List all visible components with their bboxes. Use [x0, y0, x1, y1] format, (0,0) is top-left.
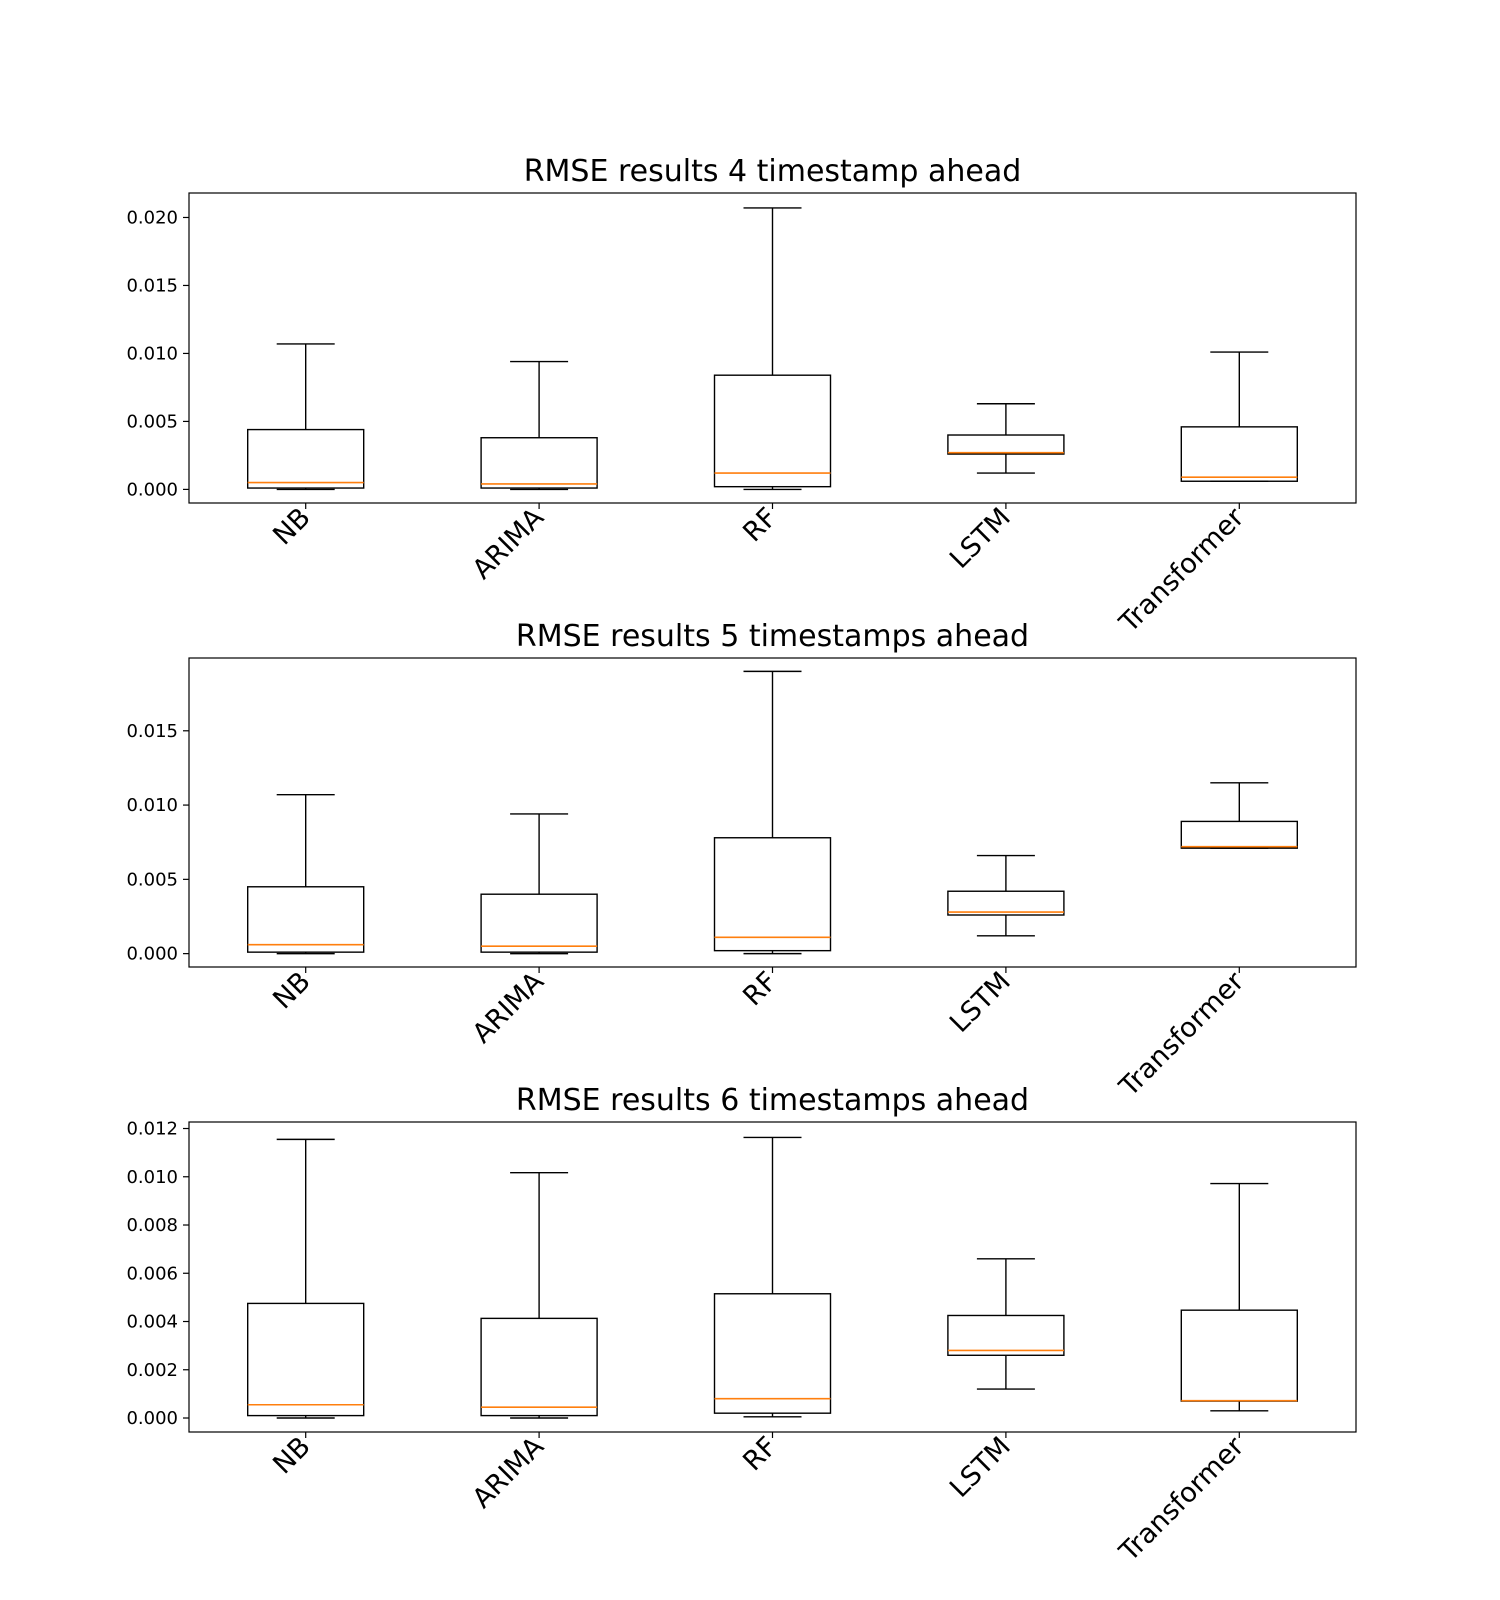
- box-nb: [246, 793, 365, 955]
- y-tick-label: 0.015: [126, 721, 178, 742]
- box-transformer: [1180, 351, 1299, 482]
- box-nb: [246, 343, 365, 491]
- y-tick-label: 0.010: [126, 795, 178, 816]
- x-tick-label: Transformer: [1113, 965, 1251, 1103]
- box-arima: [480, 1171, 598, 1419]
- y-tick-label: 0.006: [126, 1263, 178, 1284]
- x-tick-label: LSTM: [944, 966, 1017, 1039]
- x-tick-label: LSTM: [944, 502, 1017, 575]
- box-transformer: [1180, 782, 1299, 849]
- box-body: [1180, 820, 1299, 849]
- y-tick-label: 0.000: [126, 1408, 178, 1429]
- x-tick-label: RF: [737, 966, 783, 1012]
- x-tick-label: NB: [267, 1431, 316, 1480]
- y-tick-label: 0.005: [126, 869, 178, 890]
- y-tick-label: 0.010: [126, 343, 178, 364]
- box-rf: [713, 670, 832, 955]
- x-tick-label: Transformer: [1113, 501, 1251, 639]
- y-tick-label: 0.000: [126, 944, 178, 965]
- chart-panel-2: RMSE results 5 timestamps ahead 0.000 0.00…: [126, 619, 1357, 1103]
- x-tick-label: NB: [267, 966, 316, 1015]
- x-tick-label: RF: [737, 502, 783, 548]
- box-rf: [713, 1136, 832, 1418]
- box-body: [1180, 1309, 1299, 1402]
- chart-title: RMSE results 4 timestamp ahead: [524, 154, 1022, 189]
- x-tick-label: Transformer: [1113, 1430, 1251, 1568]
- box-body: [246, 428, 365, 489]
- chart-title: RMSE results 5 timestamps ahead: [516, 619, 1029, 654]
- x-tick-label: ARIMA: [467, 1431, 551, 1515]
- box-body: [713, 837, 832, 952]
- box-arima: [480, 360, 598, 491]
- y-tick-label: 0.012: [126, 1119, 178, 1140]
- box-body: [480, 1317, 598, 1417]
- y-tick-label: 0.010: [126, 1167, 178, 1188]
- y-tick-label: 0.008: [126, 1215, 178, 1236]
- y-tick-label: 0.002: [126, 1360, 178, 1381]
- box-body: [480, 893, 598, 953]
- box-body: [713, 1293, 832, 1414]
- box-body: [947, 1314, 1065, 1356]
- x-tick-label: LSTM: [944, 1431, 1017, 1504]
- box-body: [246, 886, 365, 953]
- box-nb: [246, 1138, 365, 1419]
- y-tick-label: 0.000: [126, 479, 178, 500]
- chart-panel-1: RMSE results 4 timestamp ahead 0.000 0.005…: [126, 154, 1357, 639]
- chart-panel-3: RMSE results 6 timestamps ahead 0.000 0.00…: [126, 1083, 1357, 1568]
- box-body: [947, 434, 1065, 455]
- chart-title: RMSE results 6 timestamps ahead: [516, 1083, 1029, 1118]
- box-lstm: [947, 403, 1065, 474]
- box-lstm: [947, 1258, 1065, 1390]
- x-tick-label: RF: [737, 1431, 783, 1477]
- box-body: [1180, 426, 1299, 482]
- box-arima: [480, 813, 598, 955]
- x-tick-label: ARIMA: [467, 502, 551, 586]
- box-body: [480, 437, 598, 489]
- x-tick-label: ARIMA: [467, 966, 551, 1050]
- box-body: [246, 1302, 365, 1417]
- y-tick-label: 0.005: [126, 411, 178, 432]
- box-transformer: [1180, 1182, 1299, 1412]
- y-tick-label: 0.015: [126, 275, 178, 296]
- box-body: [713, 374, 832, 488]
- x-tick-label: NB: [267, 502, 316, 551]
- box-body: [947, 890, 1065, 916]
- box-lstm: [947, 854, 1065, 937]
- y-tick-label: 0.004: [126, 1312, 178, 1333]
- box-rf: [713, 207, 832, 491]
- y-tick-label: 0.020: [126, 207, 178, 228]
